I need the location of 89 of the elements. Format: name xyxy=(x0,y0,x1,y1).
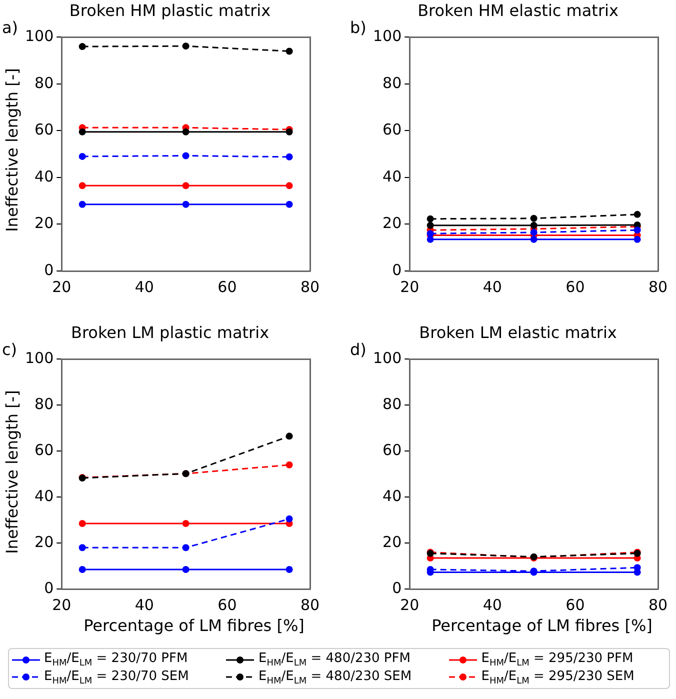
y-axis-title: Ineffective length [-] xyxy=(2,390,22,554)
y-tick-label: 100 xyxy=(24,27,54,46)
y-tick-label: 20 xyxy=(34,532,54,551)
x-tick-label: 80 xyxy=(300,596,320,614)
legend-label: E$_{HM}$/E$_{LM}$ = 295/230 SEM xyxy=(481,668,634,686)
point xyxy=(634,236,641,243)
y-tick-label: 80 xyxy=(382,74,402,92)
y-tick-label: 60 xyxy=(382,120,402,139)
x-tick-label: 40 xyxy=(482,596,502,614)
point xyxy=(530,236,538,243)
legend-label: E$_{HM}$/E$_{LM}$ = 480/230 SEM xyxy=(258,668,412,686)
y-tick-label: 100 xyxy=(372,27,402,46)
x-tick-label: 40 xyxy=(482,278,502,296)
y-tick-label: 0 xyxy=(44,578,54,597)
x-tick-label: 40 xyxy=(134,278,154,296)
y-tick-label: 80 xyxy=(34,74,54,92)
text: b) xyxy=(350,18,366,37)
y-tick-label: 100 xyxy=(24,349,54,368)
y-tick-label: 0 xyxy=(392,260,402,279)
point xyxy=(426,222,434,229)
y-tick-label: 40 xyxy=(34,486,54,505)
text: a) xyxy=(2,18,18,37)
point xyxy=(286,48,293,55)
point xyxy=(182,128,190,136)
x-tick-label: 80 xyxy=(648,278,668,296)
point xyxy=(426,215,434,222)
chart-title: Broken HM elastic matrix xyxy=(418,0,618,20)
y-tick-label: 0 xyxy=(392,578,402,597)
y-tick-label: 20 xyxy=(382,532,402,551)
point xyxy=(78,566,86,573)
chart-title: Broken LM plastic matrix xyxy=(70,322,270,342)
x-tick-label: 60 xyxy=(218,596,237,614)
y-tick-label: 80 xyxy=(34,395,54,414)
y-tick-label: 60 xyxy=(382,441,402,460)
y-tick-label: 80 xyxy=(382,395,402,414)
point xyxy=(182,544,190,552)
point xyxy=(182,200,190,208)
point xyxy=(78,200,86,208)
x-axis-title: Percentage of LM fibres [%] xyxy=(430,616,654,635)
y-axis-title: Ineffective length [-] xyxy=(2,68,22,232)
point xyxy=(286,515,293,522)
x-tick-label: 80 xyxy=(300,278,320,296)
point xyxy=(286,566,293,573)
point xyxy=(530,222,538,229)
y-tick-label: 60 xyxy=(34,120,54,139)
point xyxy=(78,152,86,160)
point xyxy=(182,566,190,573)
point xyxy=(286,432,293,440)
y-tick-label: 0 xyxy=(44,260,54,279)
y-tick-label: 40 xyxy=(34,167,54,186)
point xyxy=(182,520,190,528)
point xyxy=(426,236,434,243)
x-tick-label: 60 xyxy=(218,278,237,296)
legend-label: E$_{HM}$/E$_{LM}$ = 230/70 SEM xyxy=(44,668,189,686)
point xyxy=(78,182,86,190)
point xyxy=(634,210,641,218)
x-tick-label: 60 xyxy=(566,278,585,296)
y-tick-label: 40 xyxy=(382,486,402,505)
y-tick-label: 100 xyxy=(372,349,402,368)
point xyxy=(182,182,190,190)
point xyxy=(286,461,293,468)
point xyxy=(182,152,190,160)
y-tick-label: 20 xyxy=(382,214,402,232)
chart-title: Broken HM plastic matrix xyxy=(69,0,271,20)
y-tick-label: 60 xyxy=(34,441,54,460)
legend-label: E$_{HM}$/E$_{LM}$ = 295/230 PFM xyxy=(481,651,634,669)
legend-label: E$_{HM}$/E$_{LM}$ = 480/230 PFM xyxy=(258,651,410,669)
point xyxy=(78,544,86,552)
legend-label: E$_{HM}$/E$_{LM}$ = 230/70 PFM xyxy=(44,651,188,669)
point xyxy=(634,226,641,234)
point xyxy=(530,228,538,236)
x-tick-label: 60 xyxy=(566,596,585,614)
point xyxy=(182,42,190,50)
point xyxy=(286,182,293,190)
point xyxy=(78,128,86,136)
y-tick-label: 40 xyxy=(382,167,402,186)
point xyxy=(78,520,86,528)
chart-title: Broken LM elastic matrix xyxy=(419,322,617,342)
x-tick-label: 80 xyxy=(648,596,668,614)
x-axis-title: Percentage of LM fibres [%] xyxy=(82,616,306,635)
point xyxy=(78,43,86,50)
text: c) xyxy=(2,340,18,359)
point xyxy=(286,200,293,208)
y-tick-label: 20 xyxy=(34,214,54,232)
point xyxy=(634,568,641,576)
point xyxy=(530,214,538,222)
text: d) xyxy=(350,340,366,359)
x-tick-label: 40 xyxy=(134,596,154,614)
point xyxy=(286,153,293,160)
